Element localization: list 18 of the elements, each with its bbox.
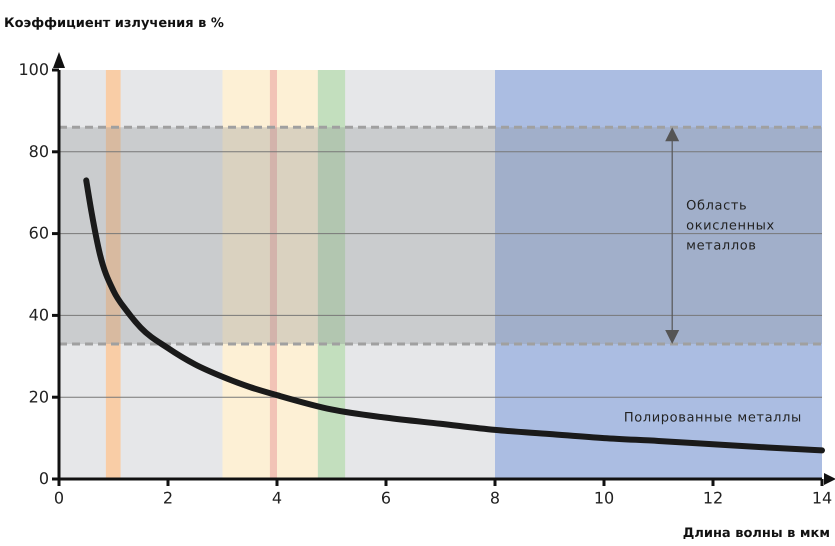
y-tick-label: 0 [38, 469, 49, 488]
annotation: Область окисленных металлов [686, 198, 775, 254]
x-tick-label: 8 [490, 488, 500, 508]
x-axis-title: Длина волны в мкм [682, 526, 830, 541]
y-tick-label: 20 [28, 387, 49, 406]
y-tick-label: 60 [28, 224, 49, 243]
x-tick-label: 10 [594, 488, 614, 508]
y-tick-label: 100 [18, 60, 49, 80]
x-tick-label: 2 [162, 488, 174, 508]
annotation: Полированные металлы [624, 410, 802, 426]
y-axis-title: Коэффициент излучения в % [4, 16, 224, 31]
y-tick-label: 40 [28, 306, 49, 325]
x-tick-label: 12 [702, 488, 724, 508]
x-tick-label: 6 [380, 488, 392, 508]
x-tick-label: 4 [272, 488, 282, 508]
x-tick-label: 14 [812, 488, 832, 508]
y-tick-label: 80 [28, 142, 49, 161]
x-tick-label: 0 [54, 488, 64, 508]
